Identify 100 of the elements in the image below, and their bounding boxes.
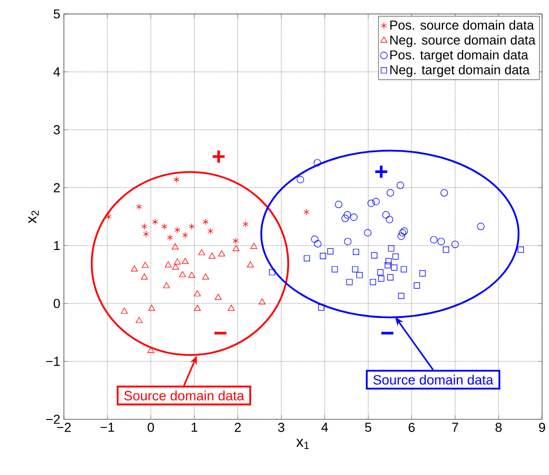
point (304, 255, 310, 262)
x-tick-label: 9 (539, 422, 546, 432)
y-tick-label: 1 (54, 241, 60, 250)
point (398, 232, 405, 240)
point (314, 240, 322, 248)
x-tick-label: 5 (365, 422, 372, 432)
point (246, 261, 254, 268)
point (202, 218, 209, 226)
point (364, 229, 372, 236)
point (172, 264, 180, 270)
point (304, 208, 310, 216)
point (174, 226, 180, 234)
x-axis-title: x$_{1}$ (296, 438, 309, 449)
y-tick-label: 4 (53, 67, 60, 76)
point (377, 269, 384, 276)
point (311, 235, 318, 243)
point (414, 282, 420, 289)
point (350, 213, 358, 221)
y-tick-label: −1 (46, 356, 60, 366)
point (477, 222, 484, 230)
y-tick-label: 3 (54, 125, 60, 134)
point (352, 266, 358, 272)
x-tick-label: −1 (100, 422, 114, 432)
point (398, 229, 406, 236)
point (400, 266, 407, 272)
point (198, 249, 206, 256)
legend-label: Pos. source domain data (390, 20, 534, 30)
point (182, 232, 188, 238)
point (202, 273, 210, 280)
point (356, 272, 363, 278)
x-tick-label: 7 (452, 422, 458, 432)
point (296, 176, 304, 184)
point (250, 242, 258, 249)
x-tick-label: 0 (148, 422, 154, 432)
point (143, 230, 149, 238)
point (378, 275, 384, 282)
x-tick-label: 6 (408, 422, 415, 432)
point (386, 216, 394, 224)
point (214, 294, 222, 300)
point (164, 261, 172, 268)
point (258, 298, 266, 304)
point (440, 189, 448, 196)
point (371, 252, 378, 258)
point (174, 258, 181, 264)
point (392, 253, 399, 260)
point (163, 282, 170, 288)
point (188, 223, 195, 230)
point (207, 228, 214, 234)
annotation: + (212, 150, 225, 163)
point (142, 262, 149, 268)
point (334, 200, 342, 208)
annotation: Source domain data (124, 390, 244, 400)
point (368, 200, 375, 207)
point (391, 264, 398, 271)
point (442, 246, 450, 253)
point (386, 258, 392, 264)
x-tick-label: 3 (278, 422, 284, 432)
point (438, 238, 445, 246)
point (167, 234, 173, 241)
legend-label: Neg. target domain data (390, 64, 530, 77)
point (188, 272, 196, 278)
point (320, 252, 326, 259)
point (396, 182, 404, 189)
point (518, 246, 524, 253)
point (172, 243, 179, 250)
point (346, 278, 353, 286)
y-tick-label: 2 (54, 183, 60, 192)
point (242, 220, 248, 228)
point (384, 262, 391, 268)
point (419, 270, 426, 276)
point (314, 158, 322, 166)
y-tick-label: 0 (54, 298, 60, 308)
point (372, 198, 380, 206)
x-tick-label: 4 (321, 422, 328, 432)
point (161, 223, 168, 230)
y-tick-label: −2 (46, 414, 60, 424)
point (382, 211, 390, 218)
point (148, 304, 156, 311)
point (136, 316, 143, 323)
y-axis-title: x$_{2}$ (28, 210, 39, 224)
point (182, 258, 189, 264)
point (194, 304, 201, 311)
point (451, 240, 459, 248)
point (387, 274, 394, 280)
x-tick-label: 8 (496, 422, 502, 432)
point (179, 271, 186, 278)
point (141, 223, 148, 230)
point (327, 248, 334, 254)
annotation: + (375, 166, 388, 178)
legend-label: Pos. target domain data (390, 50, 528, 62)
point (400, 227, 408, 235)
point (352, 248, 360, 255)
point (430, 236, 438, 244)
point (398, 292, 404, 299)
point (194, 290, 201, 296)
point (386, 189, 394, 196)
x-tick-label: 2 (234, 422, 241, 432)
annotation: Source domain data (373, 374, 494, 385)
point (344, 211, 352, 218)
point (174, 176, 180, 183)
